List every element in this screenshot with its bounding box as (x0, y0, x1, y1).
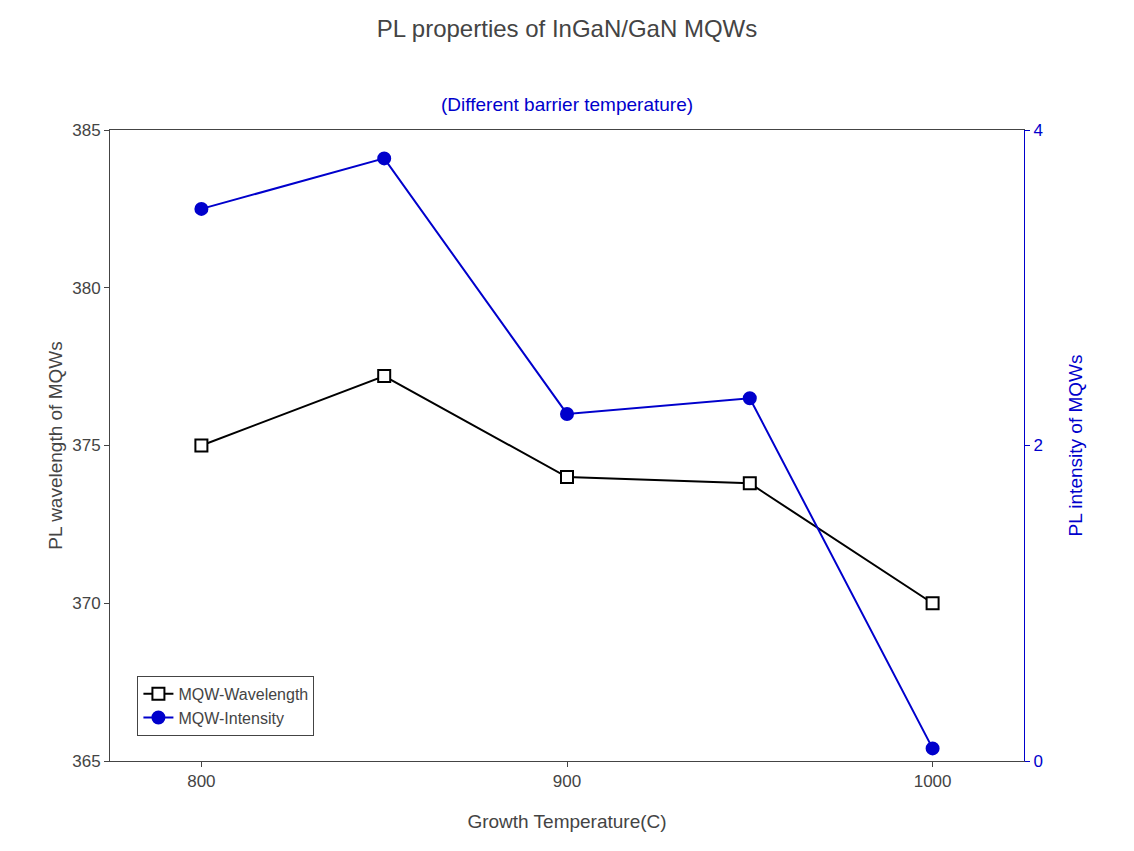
svg-text:375: 375 (72, 436, 100, 455)
svg-text:800: 800 (187, 772, 215, 791)
svg-text:365: 365 (72, 752, 100, 771)
svg-text:MQW-Intensity: MQW-Intensity (178, 710, 283, 727)
svg-text:370: 370 (72, 594, 100, 613)
svg-text:1000: 1000 (914, 772, 952, 791)
svg-text:Growth Temperature(C): Growth Temperature(C) (467, 811, 666, 832)
svg-text:2: 2 (1033, 436, 1042, 455)
svg-text:(Different barrier temperature: (Different barrier temperature) (441, 94, 693, 115)
svg-text:PL properties of InGaN/GaN MQW: PL properties of InGaN/GaN MQWs (377, 15, 758, 42)
svg-text:PL wavelength of MQWs: PL wavelength of MQWs (45, 341, 66, 549)
svg-text:380: 380 (72, 279, 100, 298)
svg-text:4: 4 (1033, 121, 1042, 140)
svg-text:900: 900 (553, 772, 581, 791)
svg-text:0: 0 (1033, 752, 1042, 771)
svg-text:MQW-Wavelength: MQW-Wavelength (178, 686, 308, 703)
svg-text:PL intensity of MQWs: PL intensity of MQWs (1065, 355, 1086, 537)
svg-text:385: 385 (72, 121, 100, 140)
